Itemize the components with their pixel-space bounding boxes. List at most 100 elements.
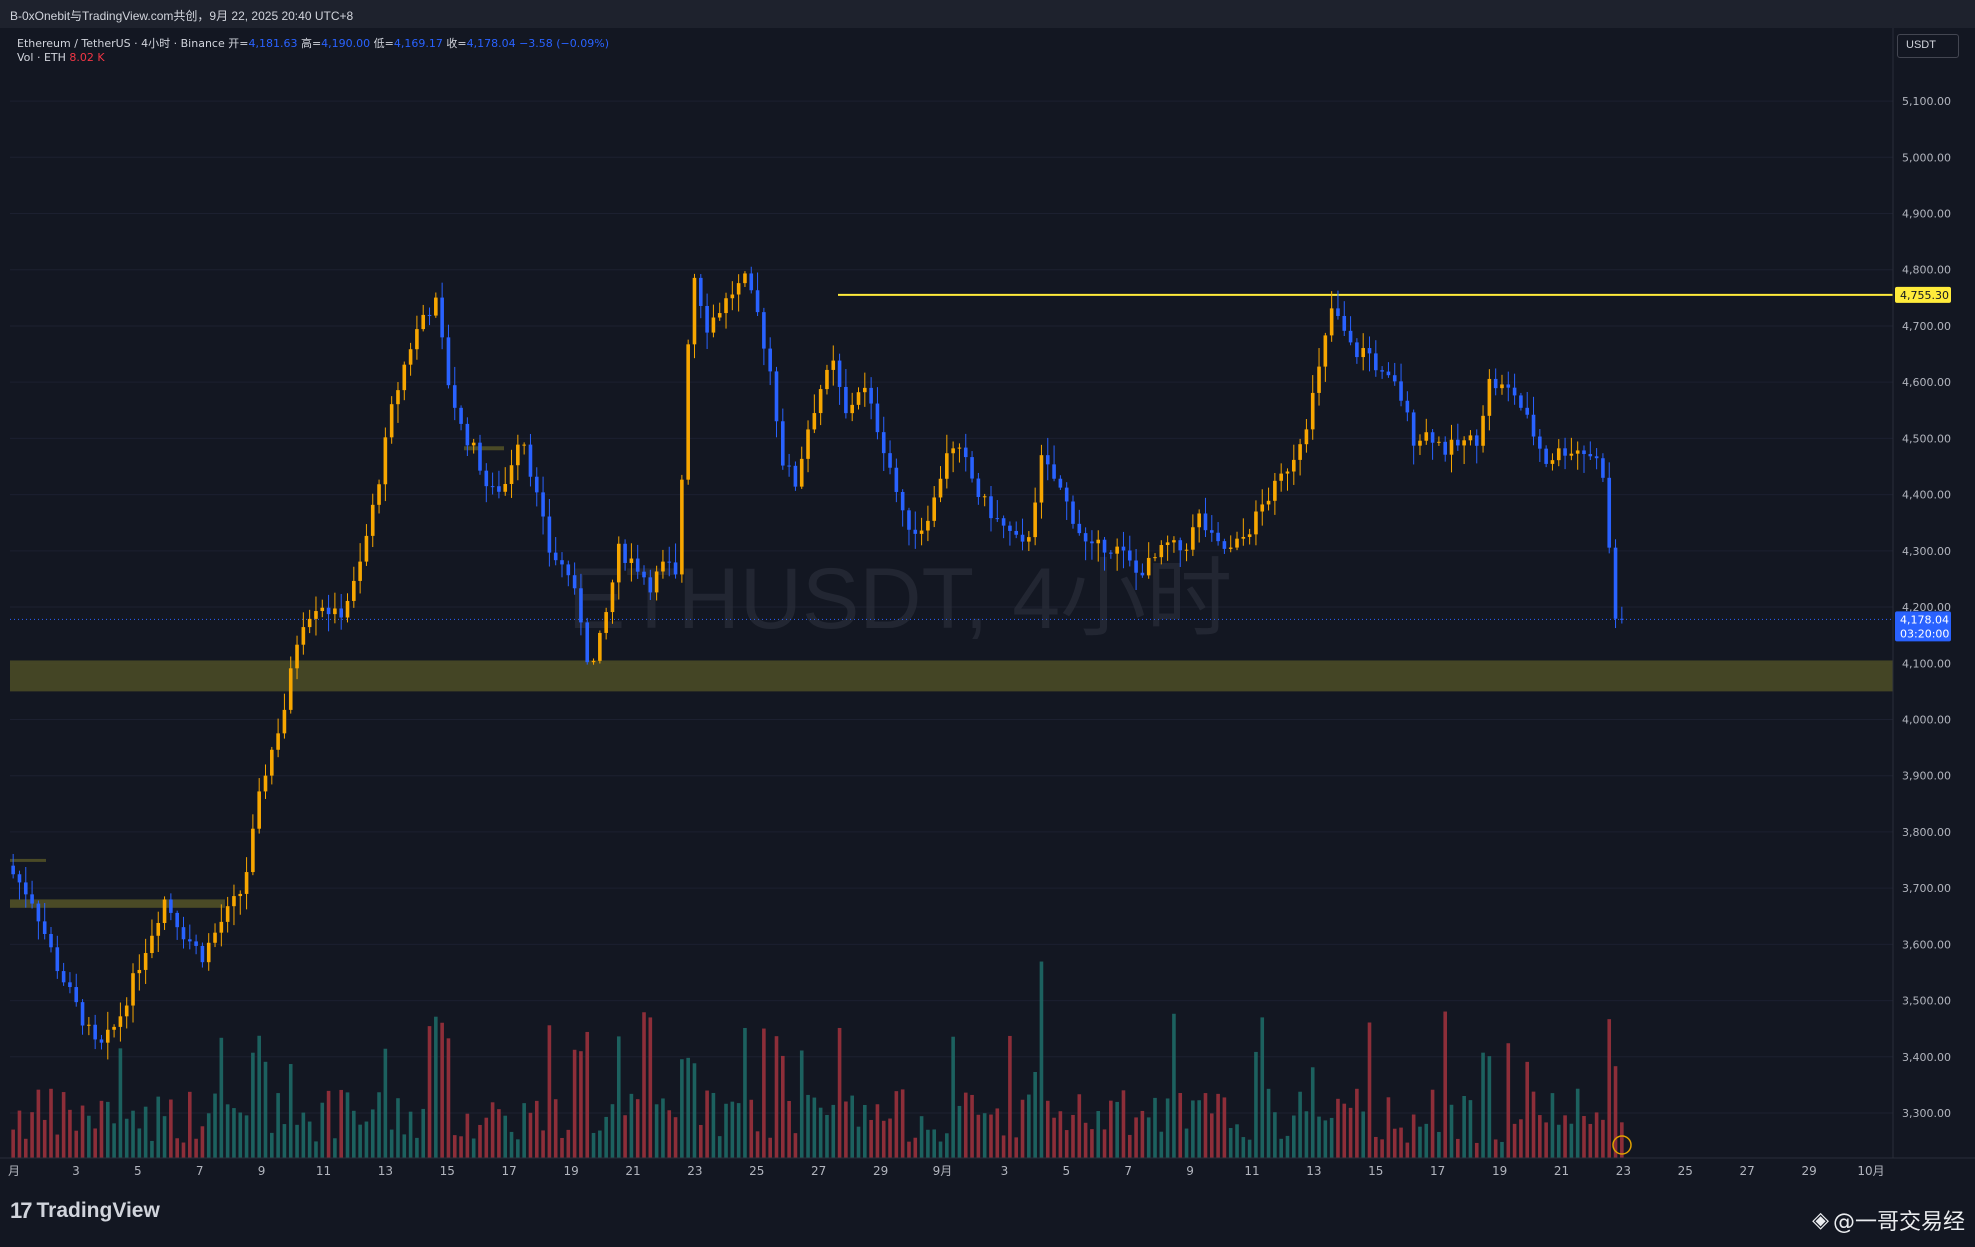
candle-body (251, 828, 255, 873)
volume-bar (30, 1112, 34, 1158)
candle-body (970, 457, 974, 479)
candle-body (1153, 557, 1157, 559)
time-tick-label: 月 (8, 1164, 20, 1178)
resistance-badge-label: 4,755.30 (1900, 289, 1949, 302)
candle-body (1437, 441, 1441, 443)
candle-body (1355, 342, 1359, 358)
volume-bar (276, 1093, 280, 1158)
candle-body (87, 1024, 91, 1026)
volume-bar (93, 1128, 97, 1158)
candle-body (585, 622, 590, 663)
candle-body (1071, 501, 1075, 524)
volume-bar (74, 1130, 79, 1158)
volume-bar (408, 1111, 413, 1158)
candle-body (1575, 450, 1580, 454)
volume-bar (503, 1115, 508, 1158)
candle-body (61, 971, 66, 983)
candle-body (881, 432, 886, 454)
volume-bar (118, 1048, 123, 1158)
volume-bar (818, 1107, 823, 1158)
volume-bar (1569, 1123, 1574, 1158)
volume-bar (1197, 1100, 1201, 1158)
volume-bar (1260, 1017, 1265, 1158)
volume-bar (1424, 1123, 1429, 1158)
volume-bar (686, 1057, 690, 1158)
time-tick-label: 7 (1124, 1164, 1132, 1178)
candle-body (1550, 460, 1555, 464)
volume-bar (1304, 1111, 1309, 1158)
resistance-badge (1895, 286, 1951, 303)
tradingview-logo[interactable]: 17 TradingView (10, 1198, 160, 1224)
price-axis: 3,300.00 3,400.00 3,500.00 3,600.00 3,700.00… (1892, 28, 1975, 1182)
volume-bar (850, 1095, 854, 1158)
volume-bar (150, 1140, 154, 1158)
currency-unit-button[interactable]: USDT (1897, 34, 1959, 58)
volume-bar (42, 1119, 47, 1158)
volume-bar (415, 1137, 419, 1158)
time-tick-label: 11 (316, 1164, 331, 1178)
candle-body (850, 404, 854, 414)
author-name: @一哥交易经 (1832, 1210, 1965, 1235)
volume-bar (724, 1103, 728, 1158)
volume-bar (654, 1104, 659, 1158)
volume-bar (402, 1134, 407, 1158)
candle-body (1014, 530, 1019, 535)
candle-body (1348, 330, 1353, 343)
candle-body (497, 486, 501, 492)
candle-body (1519, 395, 1523, 408)
volume-bar (1285, 1135, 1290, 1158)
volume-bar (1121, 1090, 1126, 1158)
time-tick-label: 10月 (1857, 1164, 1884, 1178)
candle-body (1121, 546, 1126, 551)
candle-body (547, 516, 552, 553)
candle-body (1172, 540, 1176, 543)
volume-bar (1001, 1135, 1006, 1158)
volume-bar (370, 1109, 375, 1158)
candle-body (1165, 542, 1170, 546)
candle-body (837, 360, 842, 387)
candle-body (200, 945, 205, 963)
volume-bar (124, 1118, 129, 1158)
candle-body (932, 497, 937, 521)
candle-body (74, 987, 79, 1003)
candle-body (452, 385, 457, 408)
volume-bar (781, 1055, 785, 1158)
volume-bar (698, 1124, 703, 1158)
candle-body (1083, 533, 1088, 542)
volume-bar (553, 1099, 558, 1158)
volume-bar (1209, 1113, 1214, 1158)
candle-body (1342, 315, 1347, 331)
volume-bar (333, 1138, 337, 1158)
volume-bar (1083, 1122, 1088, 1158)
candle-body (1380, 370, 1384, 372)
candle-body (787, 465, 791, 467)
volume-bar (970, 1094, 974, 1158)
volume-bar (1588, 1123, 1593, 1158)
volume-bar (768, 1137, 772, 1158)
lightning-icon[interactable] (1612, 1135, 1632, 1155)
candle-body (1247, 534, 1252, 537)
candle-body (1512, 387, 1517, 396)
volume-bar (1178, 1092, 1183, 1158)
candle-body (1045, 455, 1050, 465)
price-tick-label: 4,400.00 (1902, 489, 1951, 502)
candle-body (1064, 487, 1069, 502)
candle-body (1462, 440, 1466, 446)
candle-body (112, 1026, 116, 1030)
volume-bar (825, 1114, 829, 1158)
volume-bar (1127, 1134, 1132, 1158)
volume-bar (711, 1092, 716, 1158)
candle-body (661, 561, 665, 572)
price-chart[interactable]: ETHUSDT, 4小时 3,300.00 3,400.00 3,500.00 3,6… (0, 28, 1975, 1182)
candle-body (598, 632, 602, 661)
candle-body (1008, 525, 1012, 531)
candle-body (162, 899, 167, 923)
volume-bar (1329, 1117, 1334, 1158)
candle-body (345, 600, 350, 618)
volume-bar (875, 1104, 880, 1158)
candle-body (806, 429, 810, 459)
time-tick-label: 29 (1801, 1164, 1816, 1178)
time-tick-label: 19 (1492, 1164, 1507, 1178)
candle-body (818, 389, 823, 414)
volume-bar (143, 1106, 148, 1158)
